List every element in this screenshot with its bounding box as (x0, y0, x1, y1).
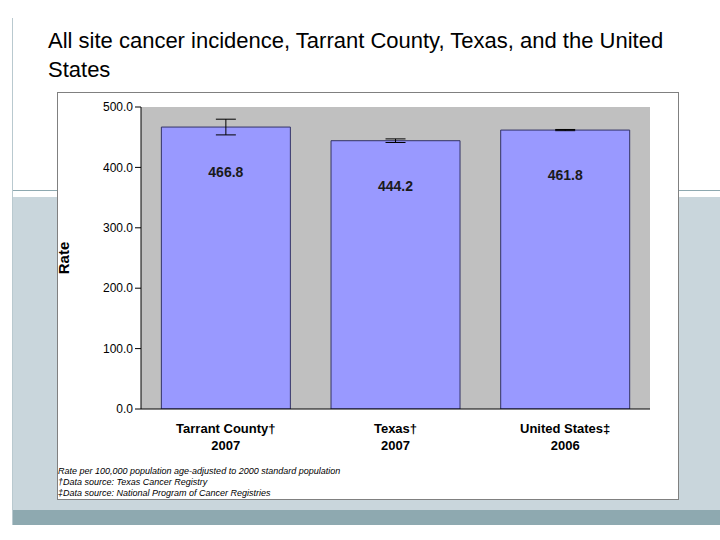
svg-text:200.0: 200.0 (103, 281, 133, 295)
html-text:†Data source: Texas Cancer Reg: †Data source: Texas Cancer Registry (58, 477, 208, 487)
svg-text:444.2: 444.2 (378, 178, 413, 194)
svg-text:Rate: Rate (58, 242, 72, 275)
svg-text:United States‡2006: United States‡2006 (520, 421, 610, 453)
html-text:‡Data source: National Program: ‡Data source: National Program of Cancer… (58, 488, 271, 498)
html-text:Rate per 100,000 population ag: Rate per 100,000 population age-adjusted… (58, 466, 341, 476)
svg-text:466.8: 466.8 (208, 164, 243, 180)
svg-text:Texas†2007: Texas†2007 (374, 421, 417, 453)
svg-text:100.0: 100.0 (103, 342, 133, 356)
svg-text:0.0: 0.0 (116, 402, 133, 416)
svg-text:500.0: 500.0 (103, 100, 133, 114)
svg-text:400.0: 400.0 (103, 161, 133, 175)
svg-text:Tarrant County†2007: Tarrant County†2007 (176, 421, 275, 453)
svg-text:461.8: 461.8 (548, 167, 583, 183)
svg-text:300.0: 300.0 (103, 221, 133, 235)
html-text:All site cancer incidence, Tar: All site cancer incidence, Tarrant Count… (48, 28, 664, 82)
